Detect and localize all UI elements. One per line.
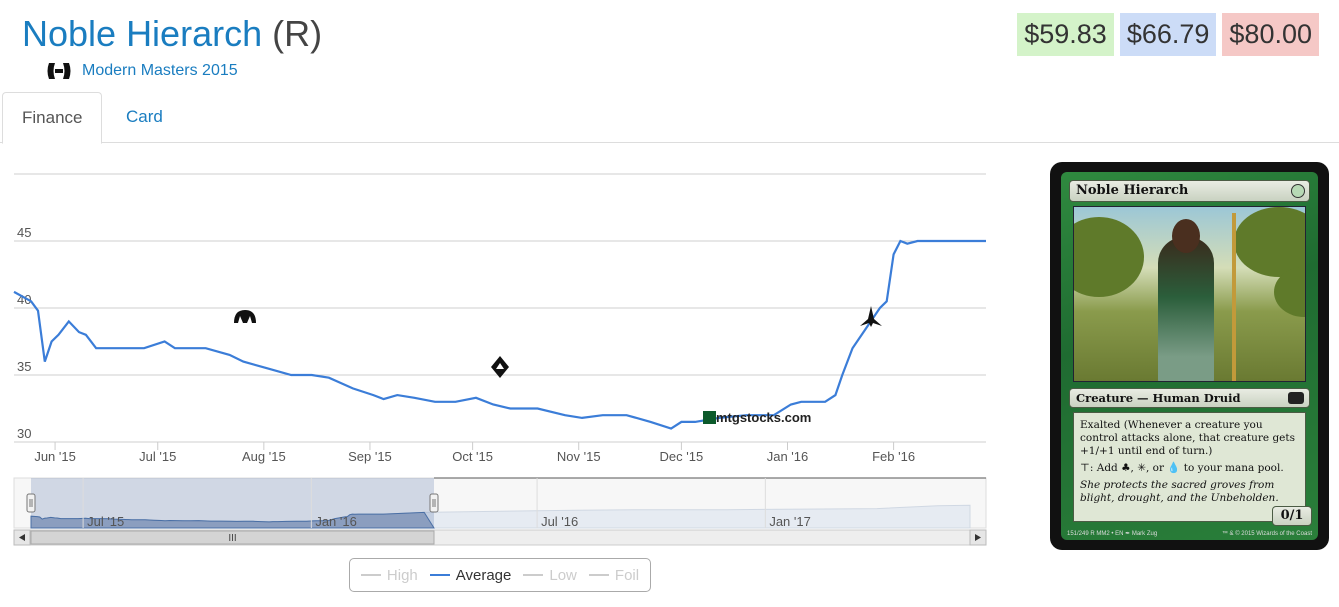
navigator-handle [429,493,439,513]
x-tick-label: Jul '15 [139,449,176,464]
set-release-marker-icon [860,306,882,327]
legend-item-low[interactable]: Low [523,567,577,584]
series-line-average [13,239,986,430]
rules-exalted: Exalted (Whenever a creature you control… [1080,419,1296,457]
x-tick-label: Sep '15 [348,449,392,464]
card-art [1073,206,1306,382]
set-link[interactable]: Modern Masters 2015 [82,62,238,79]
tab-bar: Finance Card [0,92,1339,144]
x-tick-label: Dec '15 [660,449,704,464]
card-name[interactable]: Noble Hierarch [22,13,263,54]
green-mana-icon [1291,184,1305,198]
scrollbar-grip: III [228,533,236,544]
price-average: $66.79 [1119,13,1217,56]
navigator-selection [31,478,434,528]
scrollbar-thumb [30,530,435,545]
card-image-title: Noble Hierarch [1069,180,1310,202]
navigator-label: Jan '16 [315,514,357,529]
navigator-label: Jan '17 [769,514,811,529]
set-release-marker-icon [491,356,509,378]
chart-legend: High Average Low Foil [349,558,651,592]
x-tick-label: Jun '15 [34,449,76,464]
card-frame: Noble Hierarch Creature — Human Druid Ex… [1061,172,1318,540]
x-tick-label: Feb '16 [872,449,915,464]
watermark-logo-icon [703,411,716,424]
x-tick-label: Jan '16 [767,449,809,464]
y-tick-label: 35 [17,359,31,374]
legend-item-average[interactable]: Average [429,567,511,584]
scroll-right-icon [975,534,981,541]
price-low: $59.83 [1017,13,1114,56]
set-row: Modern Masters 2015 [46,60,238,82]
tab-finance[interactable]: Finance [2,92,103,144]
watermark-text: mtgstocks.com [716,410,811,425]
modern-masters-2015-set-icon [46,60,72,82]
card-title: Noble Hierarch (R) [22,12,322,56]
card-rarity: (R) [272,13,323,54]
legend-item-foil[interactable]: Foil [588,567,639,584]
price-summary: $59.83 $66.79 $80.00 [1017,13,1319,56]
navigator-label: Jul '15 [87,514,124,529]
x-tick-label: Nov '15 [557,449,601,464]
tab-card[interactable]: Card [126,107,163,126]
scroll-left-icon [19,534,25,541]
set-symbol-icon [1288,392,1304,404]
flavor-text: She protects the sacred groves from blig… [1080,479,1279,504]
navigator-selected-area [30,511,435,529]
card-type-line: Creature — Human Druid [1069,388,1310,408]
price-high: $80.00 [1222,13,1319,56]
x-tick-label: Oct '15 [452,449,493,464]
card-footer: 151/249 R MM2 • EN ✒ Mark Zug ™ & © 2015… [1067,531,1312,537]
power-toughness: 0/1 [1272,506,1312,526]
legend-item-high[interactable]: High [360,567,418,584]
navigator-label: Jul '16 [541,514,578,529]
x-tick-label: Aug '15 [242,449,286,464]
card-rules-text: Exalted (Whenever a creature you control… [1073,412,1306,522]
y-tick-label: 45 [17,225,31,240]
y-tick-label: 30 [17,426,31,441]
card-image: Noble Hierarch Creature — Human Druid Ex… [1050,162,1329,550]
set-release-marker-icon [234,310,256,323]
navigator-handle [26,493,36,513]
rules-mana: ⊤: Add ♣, ✳, or 💧 to your mana pool. [1080,462,1284,474]
